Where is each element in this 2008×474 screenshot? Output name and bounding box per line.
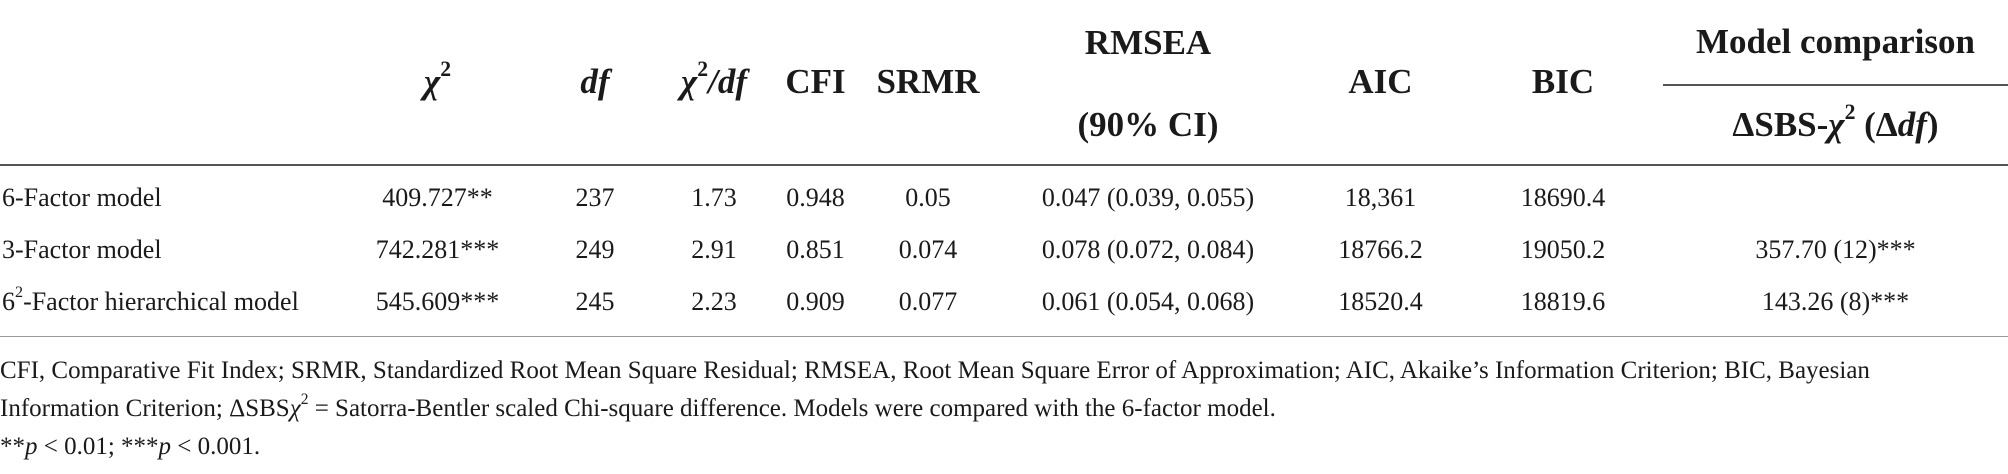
cell-chi2: 409.727** [382,183,493,212]
table-footnote: CFI, Comparative Fit Index; SRMR, Standa… [0,352,2004,466]
header-rmsea-ci: (90% CI) [998,85,1298,166]
table-row: 6-Factor model 409.727** 237 1.73 0.948 … [0,165,2008,224]
row-label: 6-Factor model [0,165,340,224]
table-row: 3-Factor model 742.281*** 249 2.91 0.851… [0,224,2008,276]
cell-df: 249 [575,235,615,264]
row-label: 62-Factor hierarchical model [0,276,340,337]
header-delta-sbs-label: ΔSBS- [1732,105,1829,144]
header-chi2df-slash: / [708,62,718,101]
table-header: χ2 df χ2/df CFI SRMR RMSEA AIC BIC Model… [0,0,2008,166]
header-chi2-sup: 2 [440,57,452,82]
footnote-p: p [158,433,172,460]
cell-srmr: 0.05 [905,183,951,212]
cell-rmsea: 0.047 (0.039, 0.055) [1041,183,1255,212]
header-cfi: CFI [773,0,858,166]
header-delta-sbs: ΔSBS-χ2 (Δdf) [1663,85,2008,166]
header-delta-sbs-open: (Δ [1855,105,1898,144]
cell-aic: 18520.4 [1298,276,1463,337]
header-srmr: SRMR [858,0,998,166]
cell-comparison [1663,165,2008,224]
header-chi2-symbol: χ [423,62,441,101]
footnote-chi-sup: 2 [300,390,309,408]
header-aic: AIC [1298,0,1463,166]
header-chi2: χ2 [340,0,535,166]
header-chi2df-sup: 2 [697,57,709,82]
table-row: 62-Factor hierarchical model 545.609*** … [0,276,2008,337]
header-delta-sbs-sup: 2 [1844,100,1856,125]
cell-chi2: 742.281*** [375,235,500,264]
header-delta-sbs-close: ) [1926,105,1939,144]
cell-chi2: 545.609*** [340,276,535,337]
cell-bic: 19050.2 [1520,235,1606,264]
cell-df: 245 [535,276,655,337]
cell-cfi: 0.851 [786,235,845,264]
cell-comparison: 357.70 (12)*** [1755,235,1916,264]
footnote-chi: χ [289,395,301,422]
footnote-significance: **p < 0.01; ***p < 0.001. [0,428,2004,466]
footnote-text: = Satorra-Bentler scaled Chi-square diff… [308,395,1276,422]
cell-chi2df: 1.73 [691,183,737,212]
row-label-text: 6-Factor model [2,183,162,212]
cell-chi2df: 2.23 [655,276,773,337]
header-chi2-df: χ2/df [655,0,773,166]
table-body: 6-Factor model 409.727** 237 1.73 0.948 … [0,165,2008,337]
row-label-text: 3-Factor model [2,235,162,264]
cell-aic: 18,361 [1344,183,1417,212]
row-label: 3-Factor model [0,224,340,276]
cell-rmsea: 0.061 (0.054, 0.068) [998,276,1298,337]
footnote-abbreviations: CFI, Comparative Fit Index; SRMR, Standa… [0,357,1870,384]
row-label-text-post: -Factor hierarchical model [23,287,299,316]
footnote-definitions: Information Criterion; ΔSBSχ2 = Satorra-… [0,390,2004,428]
header-df: df [535,0,655,166]
cell-chi2df: 2.91 [691,235,737,264]
row-label-text: 6 [2,287,15,316]
footnote-text: < 0.001. [171,433,261,460]
header-bic: BIC [1463,0,1663,166]
row-label-sup: 2 [15,284,24,302]
cell-cfi: 0.948 [786,183,845,212]
cell-bic: 18819.6 [1463,276,1663,337]
header-model [0,0,340,166]
header-delta-sbs-chi: χ [1828,105,1845,144]
fit-indices-table: χ2 df χ2/df CFI SRMR RMSEA AIC BIC Model… [0,0,2008,337]
footnote-text: ** [0,433,25,460]
cell-cfi: 0.909 [773,276,858,337]
cell-comparison: 143.26 (8)*** [1663,276,2008,337]
footnote-text: Information Criterion; ΔSBS [0,395,290,422]
cell-srmr: 0.074 [898,235,958,264]
header-chi2df-symbol: χ [680,62,698,101]
footnote-text: < 0.01; *** [37,433,159,460]
cell-srmr: 0.077 [858,276,998,337]
cell-aic: 18766.2 [1338,235,1423,264]
footnote-p: p [25,433,38,460]
cell-df: 237 [575,183,615,212]
header-model-comparison: Model comparison [1663,0,2008,86]
cell-bic: 18690.4 [1520,183,1606,212]
cell-rmsea: 0.078 (0.072, 0.084) [1041,235,1255,264]
header-delta-sbs-df: df [1897,105,1927,144]
header-chi2df-df: df [717,62,747,101]
header-rmsea: RMSEA [1084,22,1212,62]
